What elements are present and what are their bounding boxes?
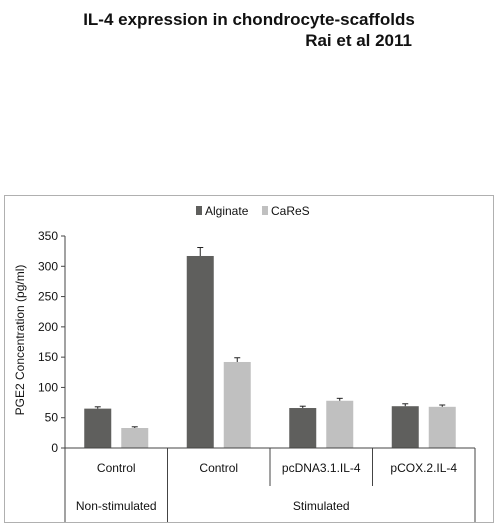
category-label-2: pcDNA3.1.IL-4 [282,461,361,475]
y-axis-label: PGE2 Concentration (pg/ml) [13,265,27,416]
y-tick-label-2: 100 [38,380,58,394]
legend-label-1: CaReS [271,204,310,218]
y-tick-label-7: 350 [38,229,58,243]
bar-alginate-0 [84,408,112,448]
slide-title: IL-4 expression in chondrocyte-scaffolds [83,10,415,29]
category-label-1: Control [199,461,238,475]
bar-alginate-1 [186,255,214,448]
group-label-0: Non-stimulated [76,499,157,513]
bar-alginate-3 [391,406,419,448]
legend-swatch-1 [262,206,268,215]
category-label-3: pCOX.2.IL-4 [390,461,457,475]
bars [84,247,456,448]
group-label-1: Stimulated [293,499,350,513]
chart-frame [4,195,494,523]
category-label-0: Control [97,461,136,475]
bar-cares-3 [428,406,456,448]
y-tick-label-5: 250 [38,290,58,304]
legend-label-0: Alginate [205,204,249,218]
y-tick-label-1: 50 [45,411,59,425]
x-axis: Control Control pcDNA3.1.IL-4 pCOX.2.IL-4 No… [64,447,476,522]
bar-alginate-2 [289,408,317,448]
y-tick-label-3: 150 [38,350,58,364]
y-tick-label-6: 300 [38,259,58,273]
bar-cares-0 [121,428,149,448]
y-tick-label-0: 0 [51,441,58,455]
bar-cares-2 [326,400,354,448]
y-axis: 0 50 100 150 200 250 300 350 [38,229,66,455]
chart-legend: Alginate CaReS [196,204,310,218]
legend-swatch-0 [196,206,202,215]
y-tick-label-4: 200 [38,320,58,334]
slide-subtitle: Rai et al 2011 [305,31,412,50]
bar-cares-1 [223,361,251,448]
